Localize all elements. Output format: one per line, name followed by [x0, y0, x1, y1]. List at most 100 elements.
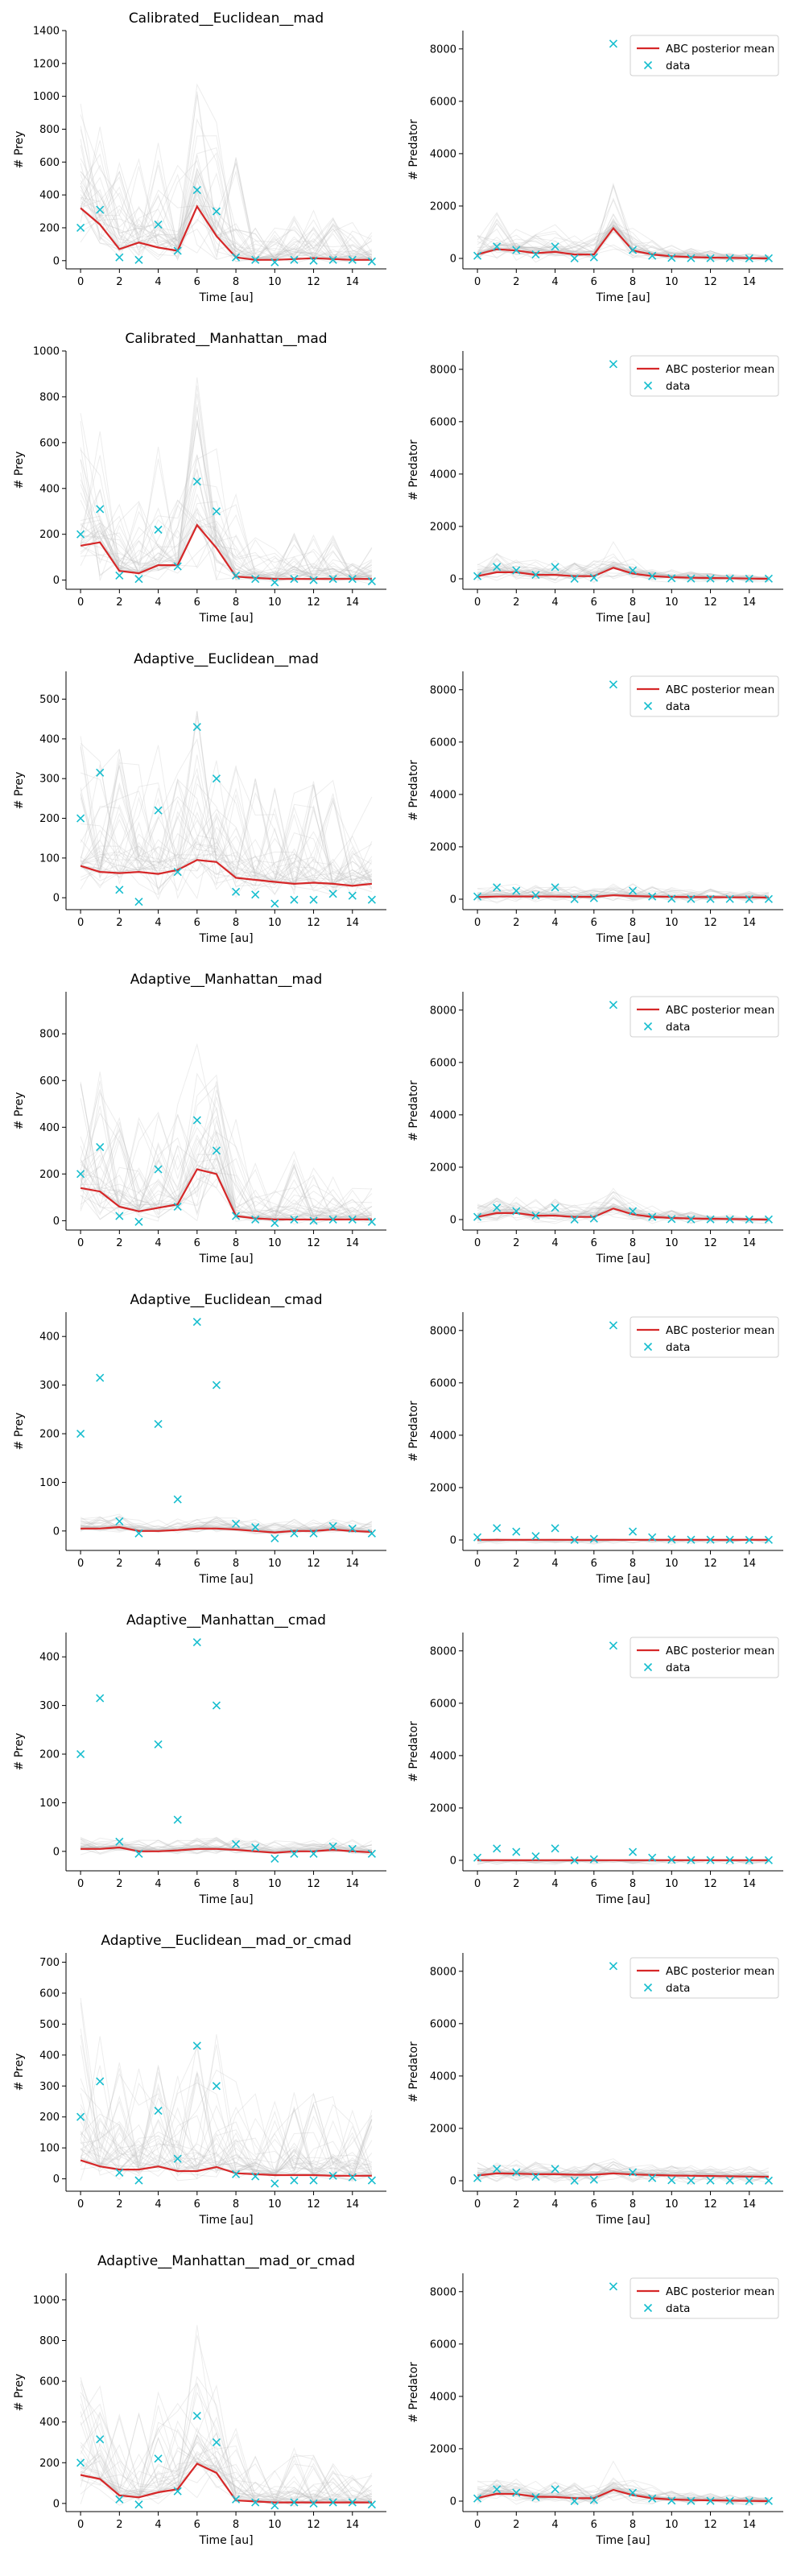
data-point [570, 2176, 579, 2186]
y-tick-label: 1000 [33, 2294, 60, 2306]
sample-curve [80, 749, 373, 899]
data-point [348, 1844, 357, 1853]
sample-curve [80, 1517, 372, 1533]
data-point [745, 1215, 753, 1224]
legend-mean-label: ABC posterior mean [666, 1645, 774, 1657]
data-point [173, 2154, 182, 2163]
sample-curve [477, 223, 769, 260]
sample-curve [80, 1113, 373, 1220]
data-point [270, 1854, 279, 1863]
panel-3-prey: 0 2 4 6 8 10 12 14 0 200 400 600 800 1000 Time [au] # P… [13, 331, 386, 625]
sample-curve [80, 2405, 372, 2503]
data-point [154, 806, 163, 815]
data-point [115, 1837, 124, 1846]
panel-title: Adaptive__Euclidean__cmad [130, 1292, 322, 1308]
sample-curve [477, 226, 769, 259]
x-tick-label: 2 [116, 1237, 122, 1249]
y-tick-label: 8000 [430, 2286, 456, 2298]
sample-curve [477, 227, 769, 258]
data-point [745, 574, 753, 584]
data-point [290, 895, 299, 904]
posterior-mean-line [477, 2488, 769, 2503]
sample-curve [80, 2382, 373, 2504]
data-point [473, 892, 482, 901]
data-point [667, 2176, 676, 2185]
legend-box [630, 355, 779, 397]
y-axis-label: # Prey [13, 772, 26, 810]
sample-curve [477, 2460, 769, 2504]
sample-curve [80, 797, 373, 895]
data-point [725, 1215, 734, 1224]
data-point [551, 563, 559, 572]
plot-area [473, 1641, 773, 1865]
sample-curve [80, 459, 373, 580]
data-point [309, 256, 318, 265]
x-tick-label: 14 [743, 2198, 757, 2211]
data-point [154, 2454, 163, 2463]
x-tick-label: 12 [704, 917, 717, 929]
y-tick-label: 6000 [430, 1057, 456, 1069]
y-tick-label: 500 [39, 2019, 60, 2031]
data-point [570, 1535, 579, 1545]
data-point [134, 898, 143, 906]
x-tick-label: 4 [551, 917, 558, 929]
plot-area [76, 1042, 376, 1228]
data-point [531, 250, 540, 259]
x-tick-label: 4 [551, 597, 558, 609]
sample-curve [477, 1205, 769, 1220]
sample-curve [80, 1836, 373, 1854]
legend-mean-label: ABC posterior mean [666, 2285, 774, 2298]
sample-curve [80, 1129, 372, 1224]
x-tick-label: 14 [346, 276, 360, 288]
data-point [192, 1318, 201, 1327]
sample-curve [80, 1516, 373, 1538]
data-point [628, 246, 638, 254]
plot-area [473, 1321, 773, 1546]
legend-data-label: data [666, 1021, 690, 1034]
legend: ABC posterior mean data [630, 35, 779, 76]
data-point [328, 1215, 337, 1224]
sample-curve [80, 2109, 373, 2175]
sample-curve [80, 2392, 373, 2506]
panel-2-predator: 0 2 4 6 8 10 12 14 0 2000 4000 6000 8000 Time [au] # P… [407, 31, 783, 304]
posterior-mean-line [477, 894, 769, 899]
data-point [367, 1529, 376, 1538]
legend-mean-label: ABC posterior mean [666, 43, 774, 56]
y-tick-label: 2000 [430, 2443, 456, 2455]
data-point [328, 255, 337, 264]
panel-15-prey: 0 2 4 6 8 10 12 14 0 200 400 600 800 1000 Time [au] # P… [13, 2253, 386, 2547]
sample-curve [477, 2480, 769, 2504]
sample-curve [80, 458, 373, 582]
posterior-mean-line [477, 1208, 769, 1221]
x-tick-label: 14 [346, 917, 360, 929]
data-point [473, 251, 482, 260]
data-point [473, 572, 482, 580]
x-tick-label: 0 [474, 917, 481, 929]
y-tick-label: 4000 [430, 2391, 456, 2403]
sample-curve [477, 883, 769, 901]
data-point [531, 1852, 540, 1861]
sample-curve [477, 2162, 769, 2181]
sample-curve [80, 518, 373, 580]
sample-curve [80, 2411, 373, 2502]
sample-curve [80, 2044, 372, 2177]
posterior-samples [477, 541, 770, 584]
sample-curve [80, 2065, 372, 2178]
sample-curve [80, 2413, 373, 2504]
y-tick-label: 400 [39, 2050, 60, 2062]
sample-curve [80, 2113, 373, 2179]
x-tick-label: 4 [155, 1558, 161, 1570]
data-point [309, 2499, 318, 2508]
sample-curve [477, 2162, 769, 2180]
data-point [76, 2112, 85, 2121]
sample-curve [80, 153, 372, 262]
x-tick-label: 4 [155, 2198, 161, 2211]
sample-curve [80, 787, 373, 896]
sample-curve [80, 488, 372, 582]
data-point [212, 2082, 221, 2091]
data-point [589, 2175, 598, 2184]
y-axis-label: # Predator [407, 440, 420, 501]
data-point [648, 2494, 657, 2503]
x-tick-label: 8 [630, 1878, 636, 1890]
x-tick-label: 4 [155, 917, 161, 929]
